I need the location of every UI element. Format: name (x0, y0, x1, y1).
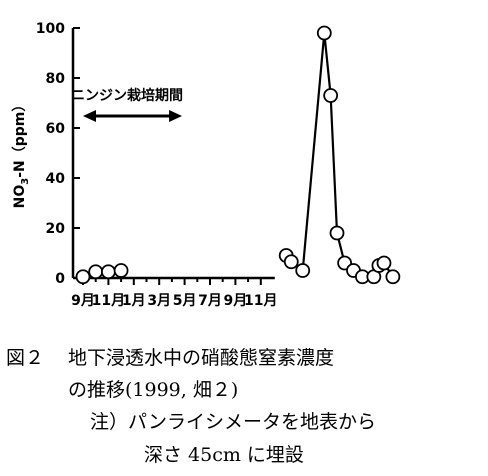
y-tick-label: 40 (46, 171, 66, 187)
x-tick-label: 3月 (147, 293, 171, 309)
y-tick-label: 60 (46, 121, 66, 137)
x-tick-label: 9月 (71, 293, 95, 309)
axes (71, 28, 275, 280)
data-point (113, 263, 129, 278)
data-point (329, 225, 345, 241)
caption-line-3: 注）パンライシメータを地表から (90, 411, 376, 433)
annotation: ニンジン栽培期間 (71, 87, 183, 122)
x-tick-label: 1月 (122, 293, 146, 309)
data-point (283, 254, 299, 270)
data-point (88, 264, 104, 280)
caption-figure-label: 図２ (6, 347, 45, 369)
data-point (376, 255, 392, 271)
series-line (285, 31, 394, 278)
data-point (295, 263, 311, 278)
y-axis-label-subscript: 3 (20, 178, 31, 185)
annotation-label: ニンジン栽培期間 (71, 87, 183, 104)
y-tick-label: 0 (55, 271, 65, 287)
y-tick-label: 80 (46, 71, 66, 87)
data-point (385, 269, 401, 285)
plot-area (75, 25, 401, 285)
x-tick-label: 11月 (244, 293, 277, 309)
y-ticks: 0 20 40 60 80 100 (36, 21, 80, 287)
caption-line-1: 地下浸透水中の硝酸態窒素濃度 (68, 347, 335, 369)
y-axis-label: NO3-N（ppm） (12, 98, 31, 209)
x-tick-label: 7月 (198, 293, 222, 309)
x-tick-label: 9月 (224, 293, 248, 309)
caption-line-4: 深さ 45cm に埋設 (144, 444, 304, 466)
y-tick-label: 20 (46, 221, 66, 237)
y-axis-label-part: -N（ppm） (12, 98, 28, 178)
x-tick-label: 11月 (92, 293, 125, 309)
y-tick-label: 100 (36, 21, 65, 37)
data-point (323, 88, 339, 103)
data-point (316, 25, 332, 41)
x-tick-label: 5月 (173, 293, 197, 309)
y-axis-label-part: NO (12, 185, 28, 209)
data-point (75, 269, 91, 285)
data-point (101, 264, 116, 280)
annotation-arrowhead-right (169, 110, 183, 122)
annotation-arrowhead-left (83, 110, 96, 122)
caption-line-2: の推移(1999, 畑２) (68, 379, 239, 401)
